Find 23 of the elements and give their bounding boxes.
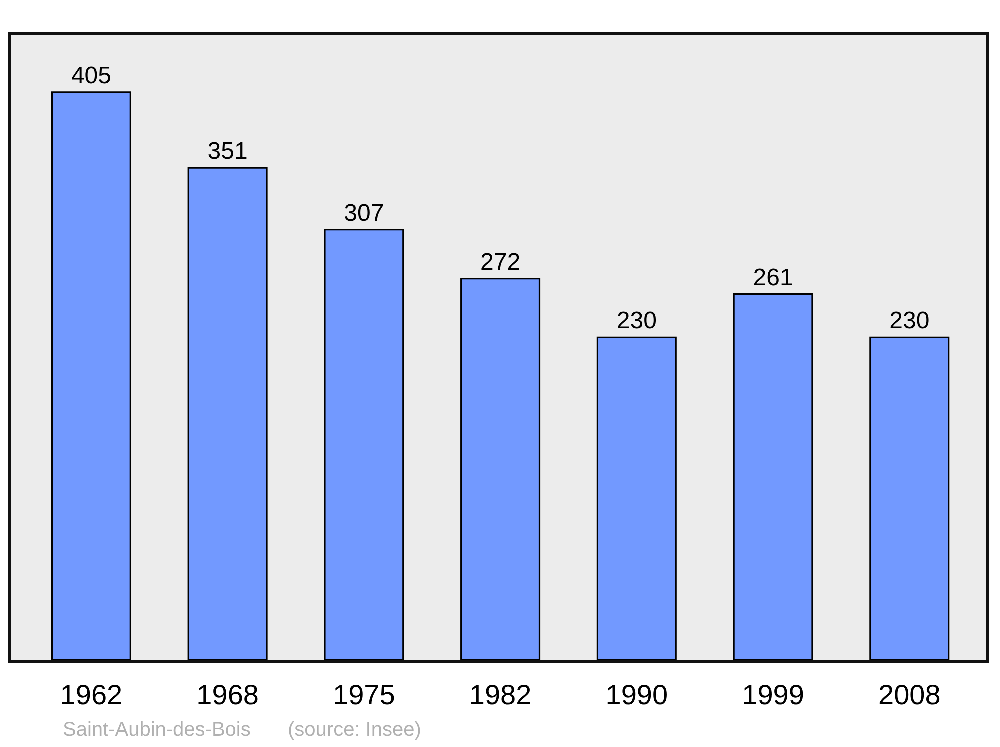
text: Saint-Aubin-des-Bois (63, 719, 251, 741)
x-tick-label: 1975 (333, 680, 396, 711)
data-label: 272 (480, 248, 521, 276)
x-tick-label: 1982 (469, 680, 532, 711)
x-tick-label: 1999 (742, 680, 804, 711)
bar (733, 293, 814, 660)
text: (source: Insee) (288, 719, 422, 741)
bar (596, 336, 677, 660)
x-tick-label: 1990 (606, 680, 668, 711)
data-label: 405 (71, 62, 112, 90)
data-label: 230 (890, 308, 930, 335)
bar (188, 167, 268, 660)
data-label: 351 (208, 138, 248, 166)
data-label: 261 (753, 264, 794, 292)
x-tick-label: 1962 (60, 680, 123, 711)
bar (324, 228, 404, 660)
data-label: 230 (616, 308, 657, 335)
data-label: 307 (344, 200, 384, 227)
x-tick-label: 2008 (878, 680, 941, 711)
bar (870, 336, 950, 660)
x-tick-label: 1968 (196, 680, 259, 711)
bar (51, 92, 132, 660)
bar (460, 278, 541, 660)
